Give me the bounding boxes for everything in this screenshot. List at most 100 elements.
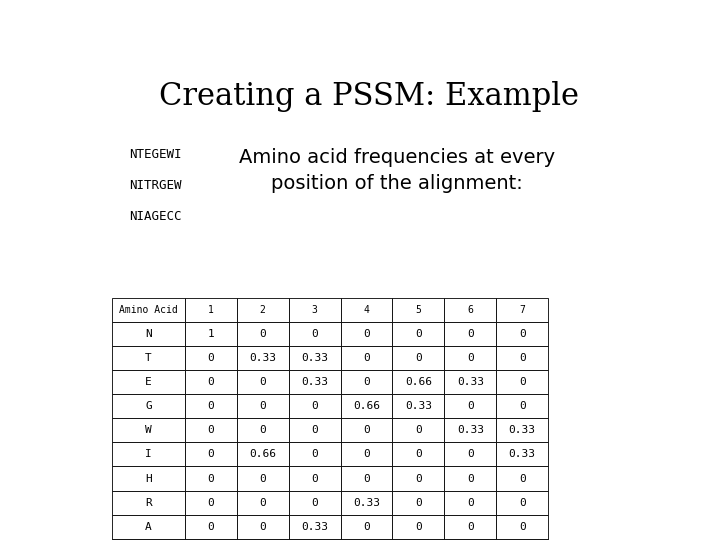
Bar bbox=[444, 490, 496, 515]
Bar bbox=[392, 490, 444, 515]
Bar bbox=[341, 370, 392, 394]
Bar bbox=[341, 346, 392, 370]
Bar bbox=[392, 539, 444, 540]
Text: 0: 0 bbox=[519, 498, 526, 508]
Text: 0: 0 bbox=[311, 329, 318, 339]
Bar bbox=[392, 346, 444, 370]
Bar bbox=[496, 394, 548, 418]
Bar bbox=[496, 490, 548, 515]
Bar bbox=[289, 467, 341, 490]
Text: 0: 0 bbox=[415, 426, 422, 435]
Bar bbox=[185, 515, 237, 539]
Text: H: H bbox=[145, 474, 152, 483]
Text: 0: 0 bbox=[467, 474, 474, 483]
Text: 0: 0 bbox=[415, 353, 422, 363]
Text: 0: 0 bbox=[259, 329, 266, 339]
Text: 0: 0 bbox=[311, 498, 318, 508]
Text: NTEGEWI: NTEGEWI bbox=[129, 148, 181, 161]
Text: NIAGECC: NIAGECC bbox=[129, 210, 181, 224]
Text: 3: 3 bbox=[312, 305, 318, 315]
Bar bbox=[496, 539, 548, 540]
Bar bbox=[185, 322, 237, 346]
Bar bbox=[112, 346, 185, 370]
Bar bbox=[185, 442, 237, 467]
Bar bbox=[392, 467, 444, 490]
Text: 0: 0 bbox=[207, 498, 214, 508]
Text: 0: 0 bbox=[259, 377, 266, 387]
Text: 0: 0 bbox=[363, 449, 370, 460]
Text: Creating a PSSM: Example: Creating a PSSM: Example bbox=[159, 82, 579, 112]
Text: 0: 0 bbox=[259, 474, 266, 483]
Text: Amino Acid: Amino Acid bbox=[120, 305, 178, 315]
Text: 0.33: 0.33 bbox=[301, 522, 328, 532]
Bar bbox=[341, 442, 392, 467]
Text: 0: 0 bbox=[415, 329, 422, 339]
Bar bbox=[185, 418, 237, 442]
Bar bbox=[392, 298, 444, 322]
Bar bbox=[341, 322, 392, 346]
Text: 0: 0 bbox=[207, 426, 214, 435]
Text: Amino acid frequencies at every
position of the alignment:: Amino acid frequencies at every position… bbox=[239, 148, 555, 193]
Bar bbox=[341, 418, 392, 442]
Text: 0.33: 0.33 bbox=[456, 377, 484, 387]
Bar bbox=[289, 515, 341, 539]
Text: 0: 0 bbox=[519, 377, 526, 387]
Text: 0: 0 bbox=[519, 401, 526, 411]
Bar bbox=[185, 467, 237, 490]
Bar bbox=[112, 539, 185, 540]
Text: W: W bbox=[145, 426, 152, 435]
Text: 0: 0 bbox=[311, 426, 318, 435]
Bar bbox=[496, 442, 548, 467]
Bar bbox=[185, 370, 237, 394]
Bar bbox=[112, 298, 185, 322]
Bar bbox=[341, 467, 392, 490]
Bar bbox=[237, 370, 289, 394]
Bar bbox=[444, 370, 496, 394]
Text: 0: 0 bbox=[467, 498, 474, 508]
Text: N: N bbox=[145, 329, 152, 339]
Bar bbox=[237, 394, 289, 418]
Text: 7: 7 bbox=[519, 305, 525, 315]
Text: 0.33: 0.33 bbox=[405, 401, 432, 411]
Bar bbox=[289, 298, 341, 322]
Bar bbox=[185, 539, 237, 540]
Bar bbox=[237, 539, 289, 540]
Bar bbox=[341, 394, 392, 418]
Bar bbox=[444, 418, 496, 442]
Bar bbox=[237, 442, 289, 467]
Bar bbox=[392, 515, 444, 539]
Bar bbox=[341, 539, 392, 540]
Bar bbox=[444, 515, 496, 539]
Bar bbox=[289, 442, 341, 467]
Bar bbox=[112, 467, 185, 490]
Text: 0: 0 bbox=[467, 329, 474, 339]
Bar bbox=[289, 539, 341, 540]
Text: 0: 0 bbox=[311, 474, 318, 483]
Bar bbox=[237, 418, 289, 442]
Bar bbox=[237, 322, 289, 346]
Text: 0.33: 0.33 bbox=[301, 353, 328, 363]
Text: 0: 0 bbox=[415, 474, 422, 483]
Text: 1: 1 bbox=[208, 305, 214, 315]
Bar bbox=[392, 418, 444, 442]
Text: 0: 0 bbox=[311, 401, 318, 411]
Bar bbox=[237, 346, 289, 370]
Bar bbox=[444, 467, 496, 490]
Text: 0.66: 0.66 bbox=[405, 377, 432, 387]
Text: 0: 0 bbox=[259, 426, 266, 435]
Text: 4: 4 bbox=[364, 305, 369, 315]
Text: 0: 0 bbox=[207, 353, 214, 363]
Bar bbox=[392, 322, 444, 346]
Bar bbox=[496, 346, 548, 370]
Text: 0.33: 0.33 bbox=[508, 426, 536, 435]
Bar bbox=[289, 418, 341, 442]
Text: 0: 0 bbox=[519, 329, 526, 339]
Bar bbox=[392, 394, 444, 418]
Text: 0: 0 bbox=[467, 353, 474, 363]
Text: R: R bbox=[145, 498, 152, 508]
Bar bbox=[496, 418, 548, 442]
Text: 1: 1 bbox=[207, 329, 214, 339]
Text: 0: 0 bbox=[207, 377, 214, 387]
Text: 0: 0 bbox=[415, 449, 422, 460]
Text: 0: 0 bbox=[311, 449, 318, 460]
